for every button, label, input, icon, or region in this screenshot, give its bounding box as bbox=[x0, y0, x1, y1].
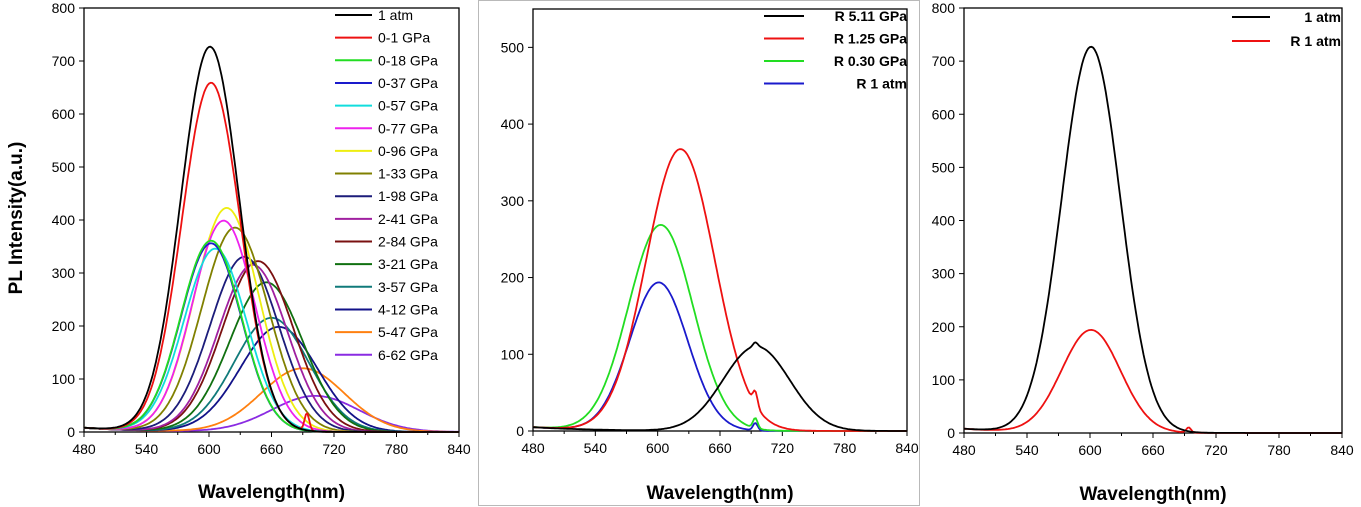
x-tick-label: 840 bbox=[895, 440, 919, 456]
y-tick-label: 700 bbox=[932, 53, 956, 69]
x-tick-label: 780 bbox=[385, 441, 409, 457]
series-line bbox=[963, 329, 1342, 434]
x-tick-label: 540 bbox=[584, 440, 608, 456]
y-tick-label: 0 bbox=[67, 424, 75, 440]
x-tick-label: 480 bbox=[952, 442, 976, 458]
x-tick-label: 540 bbox=[1015, 442, 1039, 458]
plot-frame bbox=[963, 7, 1343, 434]
y-tick-label: 500 bbox=[52, 159, 76, 175]
y-tick-label: 100 bbox=[932, 372, 956, 388]
plot-frame bbox=[532, 8, 908, 432]
legend-label: 0-18 GPa bbox=[378, 52, 438, 68]
legend-label: 0-96 GPa bbox=[378, 143, 438, 159]
legend-label: 1-33 GPa bbox=[378, 166, 438, 182]
x-tick-label: 600 bbox=[1078, 442, 1102, 458]
y-tick-label: 100 bbox=[501, 346, 525, 362]
y-tick-label: 200 bbox=[932, 319, 956, 335]
series-lines bbox=[532, 148, 907, 432]
y-tick-label: 800 bbox=[932, 0, 956, 16]
series-line bbox=[83, 367, 459, 433]
chart-panel-2: 480 540 600 660 720 780 840 0 100 200 300 400 500 Wav… bbox=[478, 0, 920, 506]
legend-label: 5-47 GPa bbox=[378, 324, 438, 340]
x-axis-title: Wavelength(nm) bbox=[646, 483, 793, 504]
legend-label: 0-57 GPa bbox=[378, 98, 438, 114]
legend-label: R 5.11 GPa bbox=[835, 8, 908, 24]
legend-label: 0-77 GPa bbox=[378, 120, 438, 136]
x-tick-label: 540 bbox=[135, 441, 159, 457]
y-tick-label: 0 bbox=[947, 425, 955, 441]
y-tick-label: 500 bbox=[932, 159, 956, 175]
y-tick-label: 100 bbox=[52, 371, 76, 387]
legend-label: 3-21 GPa bbox=[378, 256, 438, 272]
y-tick-label: 400 bbox=[501, 116, 525, 132]
y-tick-label: 800 bbox=[52, 0, 76, 16]
legend-label: 1-98 GPa bbox=[378, 188, 438, 204]
x-tick-label: 720 bbox=[1204, 442, 1228, 458]
legend-label: 1 atm bbox=[1304, 9, 1341, 25]
legend-label: R 0.30 GPa bbox=[834, 53, 907, 69]
series-line bbox=[532, 224, 907, 432]
y-tick-label: 300 bbox=[501, 193, 525, 209]
x-tick-label: 480 bbox=[521, 440, 545, 456]
legend-label: 4-12 GPa bbox=[378, 301, 438, 317]
y-tick-label: 600 bbox=[52, 106, 76, 122]
legend: R 5.11 GPa R 1.25 GPa R 0.30 GPa R 1 atm bbox=[764, 8, 907, 92]
legend: 1 atm R 1 atm bbox=[1232, 9, 1341, 49]
x-tick-label: 660 bbox=[260, 441, 284, 457]
legend-label: R 1 atm bbox=[1290, 33, 1341, 49]
legend: 1 atm 0-1 GPa 0-18 GPa 0-37 GPa 0-57 GPa 0-77… bbox=[335, 7, 438, 363]
y-tick-label: 200 bbox=[52, 318, 76, 334]
series-lines bbox=[963, 45, 1342, 434]
y-tick-label: 400 bbox=[932, 213, 956, 229]
y-tick-label: 400 bbox=[52, 212, 76, 228]
x-tick-label: 600 bbox=[197, 441, 221, 457]
legend-label: 1 atm bbox=[378, 7, 413, 23]
legend-label: 0-1 GPa bbox=[378, 30, 430, 46]
series-line bbox=[963, 45, 1342, 434]
x-tick-label: 780 bbox=[833, 440, 857, 456]
series-lines bbox=[83, 45, 459, 433]
chart-panel-1: 480 540 600 660 720 780 840 0 100 200 300 400 500 600… bbox=[0, 0, 478, 506]
chart-3-svg: 480 540 600 660 720 780 840 0 100 200 300 400 500 600… bbox=[932, 0, 1354, 505]
legend-label: 3-57 GPa bbox=[378, 279, 438, 295]
legend-label: 0-37 GPa bbox=[378, 75, 438, 91]
x-axis-title: Wavelength(nm) bbox=[198, 482, 345, 503]
series-line bbox=[532, 341, 907, 432]
x-tick-label: 840 bbox=[447, 441, 471, 457]
chart-panel-3: 480 540 600 660 720 780 840 0 100 200 300 400 500 600… bbox=[920, 0, 1361, 506]
y-tick-label: 0 bbox=[516, 423, 524, 439]
legend-label: 6-62 GPa bbox=[378, 347, 438, 363]
y-tick-label: 300 bbox=[932, 266, 956, 282]
y-tick-label: 600 bbox=[932, 106, 956, 122]
x-tick-label: 840 bbox=[1330, 442, 1354, 458]
x-axis-title: Wavelength(nm) bbox=[1079, 484, 1226, 505]
x-tick-label: 660 bbox=[708, 440, 732, 456]
legend-label: R 1.25 GPa bbox=[834, 31, 907, 47]
y-tick-label: 200 bbox=[501, 270, 525, 286]
legend-label: R 1 atm bbox=[856, 76, 907, 92]
series-line bbox=[533, 281, 907, 432]
y-tick-label: 300 bbox=[52, 265, 76, 281]
x-tick-label: 720 bbox=[322, 441, 346, 457]
x-tick-label: 600 bbox=[646, 440, 670, 456]
chart-1-svg: 480 540 600 660 720 780 840 0 100 200 300 400 500 600… bbox=[6, 0, 471, 503]
y-tick-label: 700 bbox=[52, 53, 76, 69]
series-line bbox=[83, 45, 459, 433]
y-tick-label: 500 bbox=[501, 39, 525, 55]
legend-label: 2-84 GPa bbox=[378, 234, 438, 250]
x-tick-label: 720 bbox=[771, 440, 795, 456]
x-tick-label: 660 bbox=[1141, 442, 1165, 458]
series-line bbox=[532, 148, 907, 432]
x-tick-label: 780 bbox=[1267, 442, 1291, 458]
chart-2-svg: 480 540 600 660 720 780 840 0 100 200 300 400 500 Wav… bbox=[501, 8, 919, 504]
legend-label: 2-41 GPa bbox=[378, 211, 438, 227]
series-line bbox=[83, 326, 459, 433]
x-tick-label: 480 bbox=[72, 441, 96, 457]
y-axis-title: PL Intensity(a.u.) bbox=[6, 142, 27, 295]
